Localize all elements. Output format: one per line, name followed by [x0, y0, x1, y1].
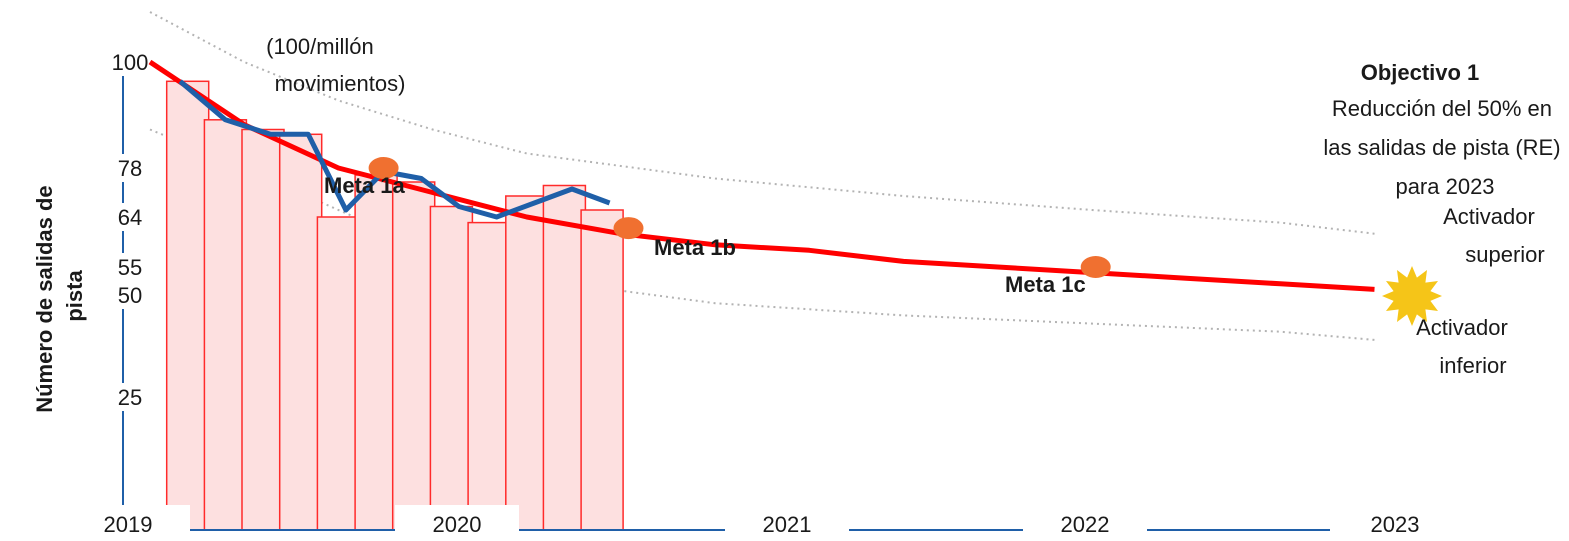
- y-tick-label-64: 64: [118, 205, 142, 230]
- y-tick-gap-64: [112, 203, 134, 231]
- x-tick-label-2022: 2022: [1061, 512, 1110, 537]
- x-tick-gap-2023: [1333, 505, 1457, 541]
- unit-note: (100/millón movimientos): [266, 34, 405, 96]
- objective-text: Reducción del 50% en las salidas de pist…: [1323, 96, 1566, 199]
- y-axis-label: Número de salidas de pista: [32, 179, 87, 413]
- goal-marker-2: [613, 217, 644, 240]
- bar-2: [203, 119, 248, 531]
- target-star-icon: [1382, 266, 1442, 326]
- bar-9: [467, 221, 511, 531]
- goal-markers: Meta 1a Meta 1b Meta 1c: [324, 157, 1442, 326]
- upper-trigger-band: [149, 11, 1375, 235]
- objective-line-1: Reducción del 50% en: [1332, 96, 1552, 121]
- actual-rate-line: [178, 79, 611, 220]
- y-tick-gap-78: [112, 154, 134, 182]
- y-axis-label-line-1: Número de salidas de: [32, 185, 57, 412]
- bar-11: [542, 184, 587, 531]
- bar-6: [354, 174, 398, 531]
- line-series: [148, 59, 1375, 292]
- objective-title: Objectivo 1: [1361, 60, 1480, 85]
- bar-5: [316, 216, 361, 531]
- lower-trigger-line-1: Activador: [1416, 315, 1508, 340]
- x-tick-gap-2020: [395, 505, 519, 541]
- y-tick-label-78: 78: [118, 156, 142, 181]
- goal-label-1: Meta 1a: [324, 173, 405, 198]
- objective-line-2: las salidas de pista (RE): [1323, 135, 1560, 160]
- upper-trigger-line-2: superior: [1465, 242, 1544, 267]
- bar-8: [429, 205, 474, 531]
- y-axis-label-line-2: pista: [62, 270, 87, 322]
- bar-4: [278, 133, 323, 531]
- bar-1: [165, 80, 210, 531]
- trigger-bands: [149, 11, 1375, 341]
- unit-note-line-1: (100/millón: [266, 34, 374, 59]
- target-trend-line: [148, 59, 1375, 292]
- x-tick-label-2019: 2019: [104, 512, 153, 537]
- y-tick-label-55: 55: [118, 255, 142, 280]
- bar-10: [505, 195, 549, 531]
- objective-line-3: para 2023: [1395, 174, 1494, 199]
- unit-note-line-2: movimientos): [275, 71, 406, 96]
- bar-7: [391, 181, 436, 531]
- lower-trigger-line-2: inferior: [1439, 353, 1506, 378]
- x-tick-gap-2019: [66, 505, 190, 541]
- y-tick-gap-50: [112, 281, 134, 309]
- bar-3: [241, 128, 285, 531]
- y-tick-label-25: 25: [118, 385, 142, 410]
- goal-marker-3: [1080, 256, 1111, 278]
- y-tick-label-100: 100: [112, 50, 149, 75]
- y-tick-gap-55: [112, 253, 134, 281]
- goal-label-3: Meta 1c: [1005, 272, 1086, 297]
- y-tick-gap-25: [112, 383, 134, 411]
- goal-label-2: Meta 1b: [654, 235, 736, 260]
- bar-12: [580, 209, 624, 531]
- upper-trigger-line-1: Activador: [1443, 204, 1535, 229]
- y-tick-label-50: 50: [118, 283, 142, 308]
- x-tick-gap-2022: [1023, 505, 1147, 541]
- upper-trigger-label: Activador superior: [1443, 204, 1545, 267]
- axes: 100 78 64 55 50 25 2019 2020 2021 2022 2023: [66, 48, 1457, 541]
- lower-trigger-label: Activador inferior: [1416, 315, 1514, 378]
- goal-marker-1: [368, 157, 399, 179]
- y-tick-gap-100: [112, 48, 134, 76]
- x-tick-label-2023: 2023: [1371, 512, 1420, 537]
- x-tick-label-2020: 2020: [433, 512, 482, 537]
- bar-series: [165, 80, 624, 531]
- x-tick-label-2021: 2021: [763, 512, 812, 537]
- x-tick-gap-2021: [725, 505, 849, 541]
